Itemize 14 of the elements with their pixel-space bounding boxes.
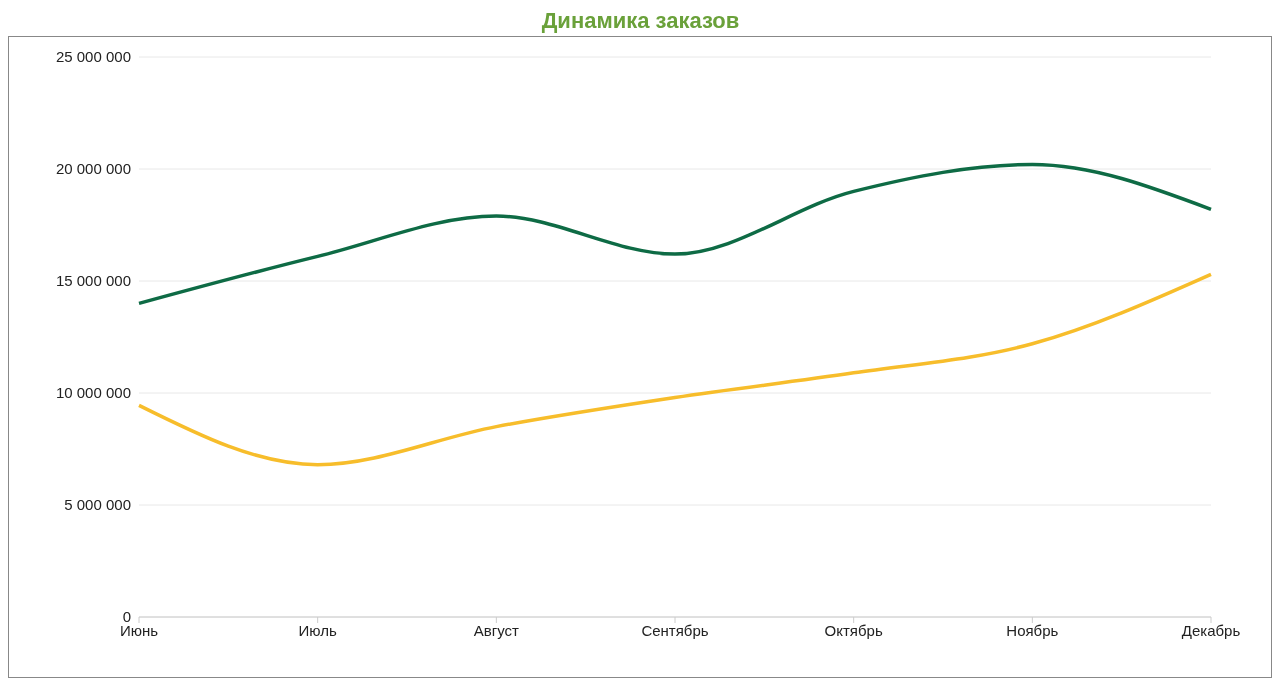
x-tick-label: Декабрь: [1181, 621, 1241, 639]
x-tick-label: Август: [473, 621, 520, 639]
x-tick-label: Сентябрь: [641, 621, 709, 639]
line-series: [137, 162, 1213, 306]
line-series: [137, 272, 1213, 467]
y-tick-label: 5 000 000: [64, 496, 131, 514]
y-tick-label: 10 000 000: [55, 384, 131, 402]
x-tick-label: Октябрь: [824, 621, 883, 639]
y-tick-label: 15 000 000: [55, 272, 131, 290]
x-tick-label: Июль: [298, 621, 337, 639]
x-tick-label: Ноябрь: [1006, 621, 1059, 639]
y-tick-label: 25 000 000: [55, 48, 131, 66]
y-tick-label: 20 000 000: [55, 160, 131, 178]
chart-title: Динамика заказов: [540, 8, 741, 35]
